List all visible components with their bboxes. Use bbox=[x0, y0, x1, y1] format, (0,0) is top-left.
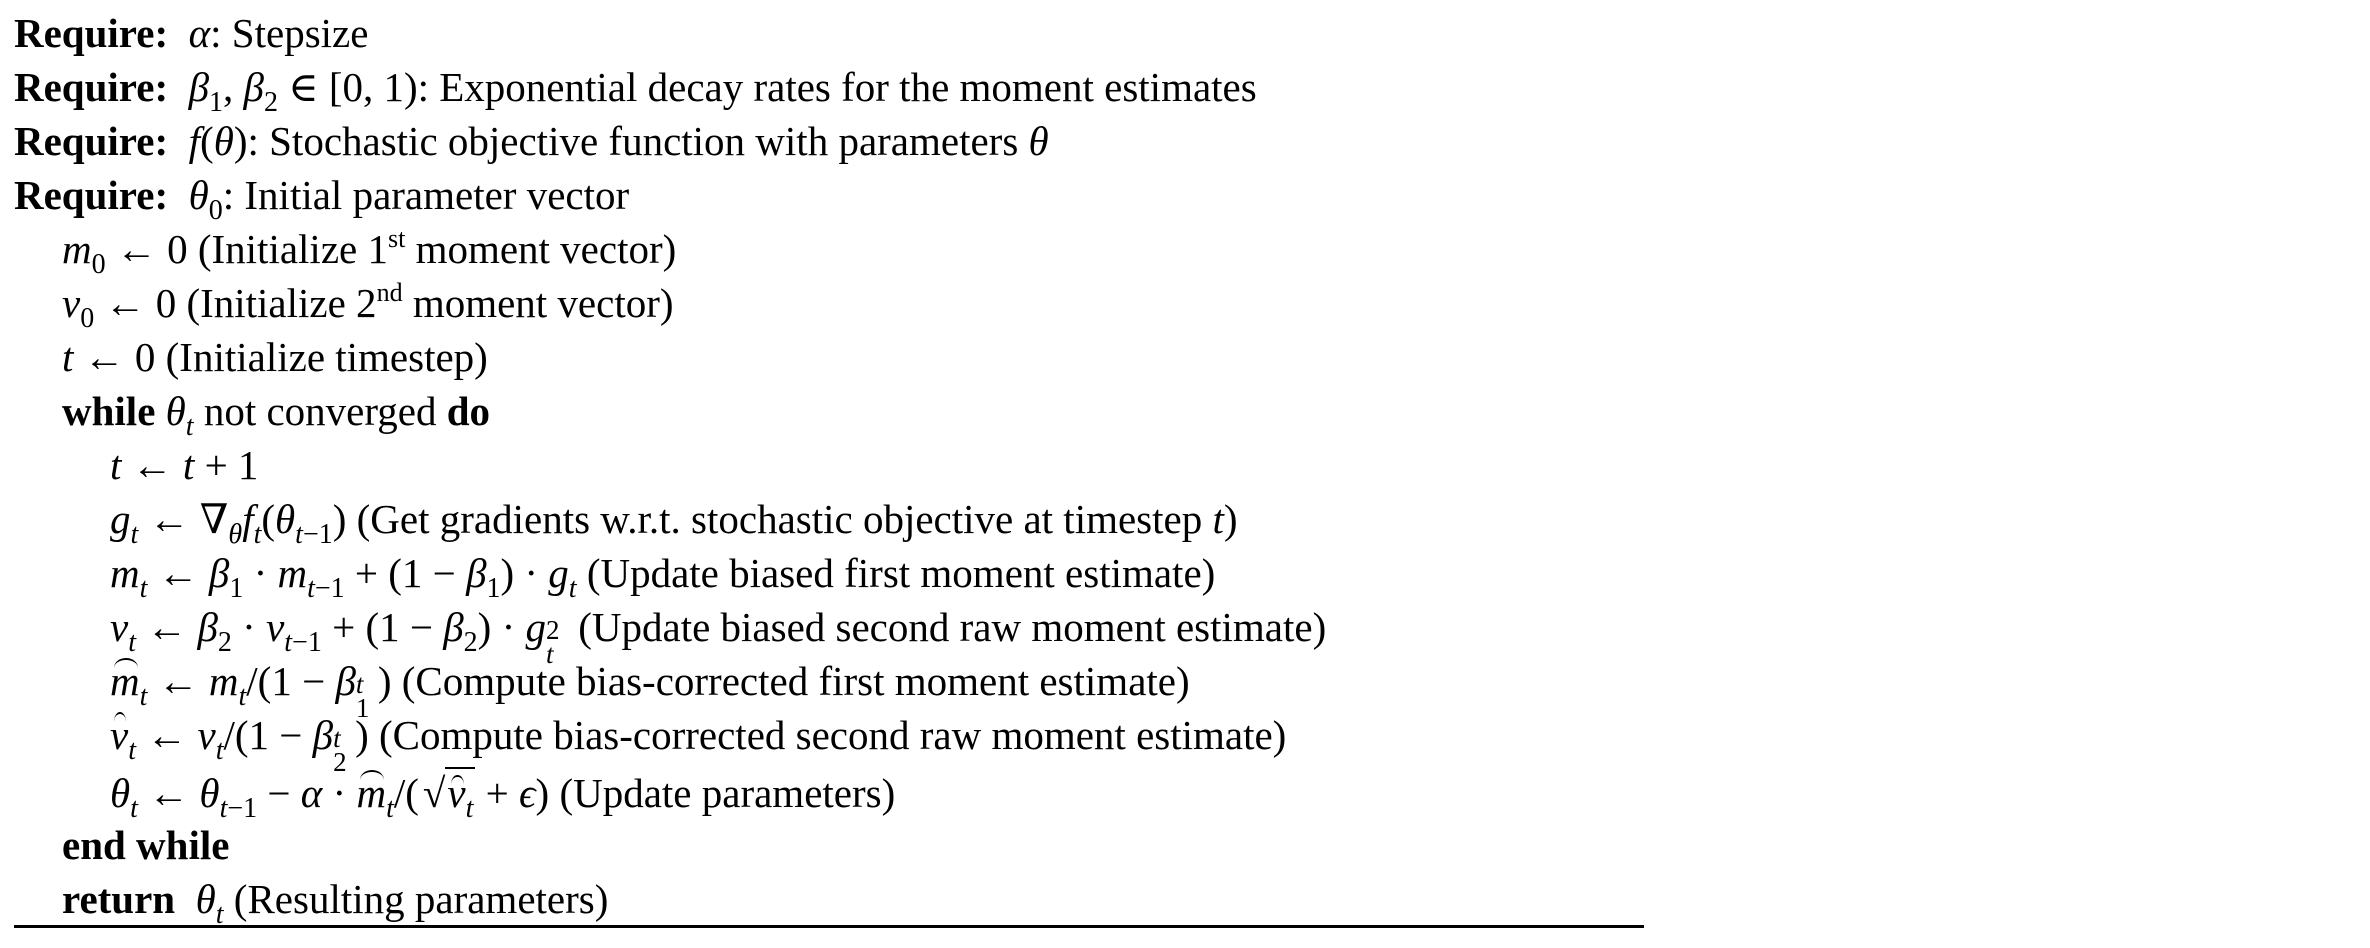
step-first-moment: mt ← β1 · mt−1 + (1 − β1) · gt (Update b… bbox=[110, 550, 1216, 604]
bottom-rule bbox=[14, 925, 1644, 928]
do-keyword: do bbox=[446, 388, 491, 434]
end-while: end while bbox=[62, 818, 229, 872]
require-initial-vector: Require: θ0: Initial parameter vector bbox=[14, 172, 630, 226]
require-stepsize-text: : Stepsize bbox=[210, 10, 369, 56]
step-update-parameters: θt ← θt−1 − α · mt/(√vt + ϵ) (Update par… bbox=[110, 766, 895, 823]
algorithm-block: Require: α: Stepsize Require: β1, β2 ∈ [… bbox=[14, 0, 1644, 948]
require-keyword: Require: bbox=[14, 172, 169, 218]
require-keyword: Require: bbox=[14, 10, 169, 56]
init-timestep: t ← 0 (Initialize timestep) bbox=[62, 334, 488, 380]
while-keyword: while bbox=[62, 388, 156, 434]
require-keyword: Require: bbox=[14, 118, 169, 164]
step-second-moment-corrected: vt ← vt/(1 − β t 2) (Compute bias-correcte… bbox=[110, 708, 1286, 777]
require-stepsize: Require: α: Stepsize bbox=[14, 10, 369, 56]
end-while-keyword: end while bbox=[62, 822, 230, 868]
init-first-moment: m0 ← 0 (Initialize 1st moment vector) bbox=[62, 224, 677, 280]
step-first-moment-corrected: mt ← mt/(1 − β t 1) (Compute bias-correcte… bbox=[110, 654, 1190, 723]
return-keyword: return bbox=[62, 876, 176, 922]
init-second-moment: v0 ← 0 (Initialize 2nd moment vector) bbox=[62, 278, 674, 334]
require-objective: Require: f(θ): Stochastic objective func… bbox=[14, 118, 1049, 164]
require-keyword: Require: bbox=[14, 64, 169, 110]
require-objective-text: : Stochastic objective function with par… bbox=[247, 118, 1019, 164]
require-decay-text: : Exponential decay rates for the moment… bbox=[417, 64, 1257, 110]
return-statement: return θt (Resulting parameters) bbox=[62, 876, 609, 930]
require-decay-rates: Require: β1, β2 ∈ [0, 1): Exponential de… bbox=[14, 64, 1257, 118]
while-loop-header: while θt not converged do bbox=[62, 388, 491, 442]
require-initial-text: : Initial parameter vector bbox=[222, 172, 630, 218]
step-increment-timestep: t ← t + 1 bbox=[110, 442, 259, 488]
step-gradient: gt ← ∇θft(θt−1) (Get gradients w.r.t. st… bbox=[110, 496, 1238, 550]
